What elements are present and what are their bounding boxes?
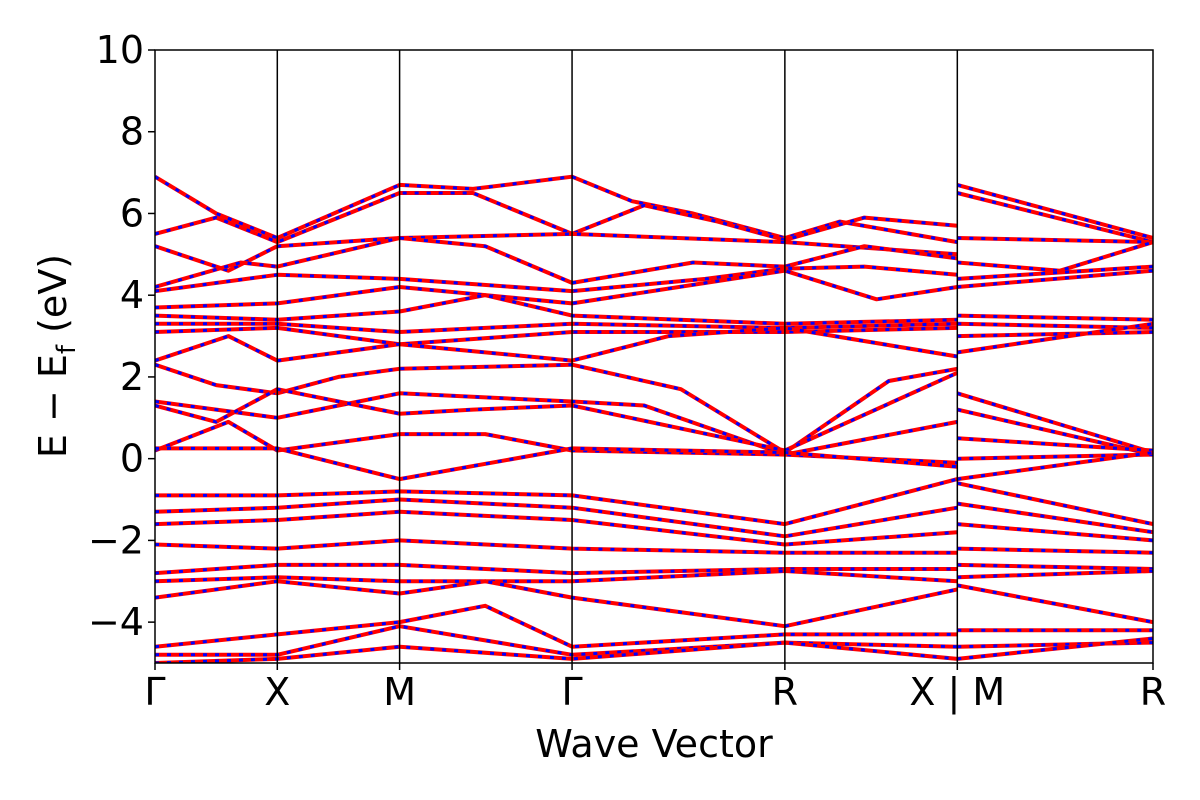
y-tick-label-2: 0 (120, 437, 144, 481)
band-12-dashed (155, 371, 1153, 452)
x-tick-label-5: X | M (909, 670, 1005, 715)
x-axis-title: Wave Vector (535, 722, 773, 766)
y-axis-title: E − Ef (eV) (31, 254, 82, 458)
x-tick-label-2: M (383, 670, 416, 714)
band-19-solid (155, 562, 1153, 576)
band-17-dashed (155, 510, 1153, 546)
y-axis-title-subscript: f (52, 344, 82, 354)
y-tick-label-4: 4 (120, 273, 144, 317)
band-10-dashed (155, 363, 1153, 454)
y-tick-label-1: −2 (88, 518, 144, 562)
y-axis-title-main: E − E (31, 354, 75, 458)
y-axis-title-unit: (eV) (31, 254, 75, 345)
x-axis-ticks: Γ X M Γ R X | M R (144, 663, 1166, 715)
band-21-dashed (155, 579, 1153, 628)
y-tick-label-5: 6 (120, 191, 144, 235)
band-9-dashed (155, 322, 1153, 363)
x-tick-label-4: R (772, 670, 798, 714)
band-1-dashed (155, 191, 1153, 244)
band-20-dashed (155, 569, 1153, 583)
band-9-solid (155, 321, 1153, 363)
band-22-solid (155, 603, 1153, 649)
band-23-dashed (155, 624, 1153, 657)
x-tick-label-0: Γ (144, 670, 165, 714)
band-3-dashed (155, 236, 1153, 289)
bands-layer (155, 174, 1153, 663)
y-tick-label-7: 10 (96, 28, 144, 72)
x-tick-label-6: R (1140, 670, 1166, 714)
y-axis-ticks: −4 −2 0 2 4 6 8 10 (88, 28, 155, 644)
band-21-solid (155, 579, 1153, 629)
band-7-dashed (155, 322, 1153, 334)
band-14-dashed (155, 446, 1153, 481)
x-tick-label-3: Γ (561, 670, 582, 714)
band-19-dashed (155, 563, 1153, 575)
band-0-dashed (155, 175, 1153, 244)
band-1-solid (155, 191, 1153, 245)
y-tick-label-0: −4 (88, 600, 144, 644)
segment-separators (276, 50, 959, 663)
band-4-dashed (155, 265, 1153, 293)
band-15-dashed (155, 477, 1153, 526)
x-tick-label-1: X (264, 670, 290, 714)
band-24-dashed (155, 637, 1153, 663)
band-18-dashed (155, 538, 1153, 555)
y-tick-label-6: 8 (120, 110, 144, 154)
band-18-solid (155, 538, 1153, 555)
plot-frame (154, 49, 1154, 664)
band-16-dashed (155, 498, 1153, 538)
band-13-dashed (155, 420, 1153, 465)
y-tick-label-3: 2 (120, 355, 144, 399)
